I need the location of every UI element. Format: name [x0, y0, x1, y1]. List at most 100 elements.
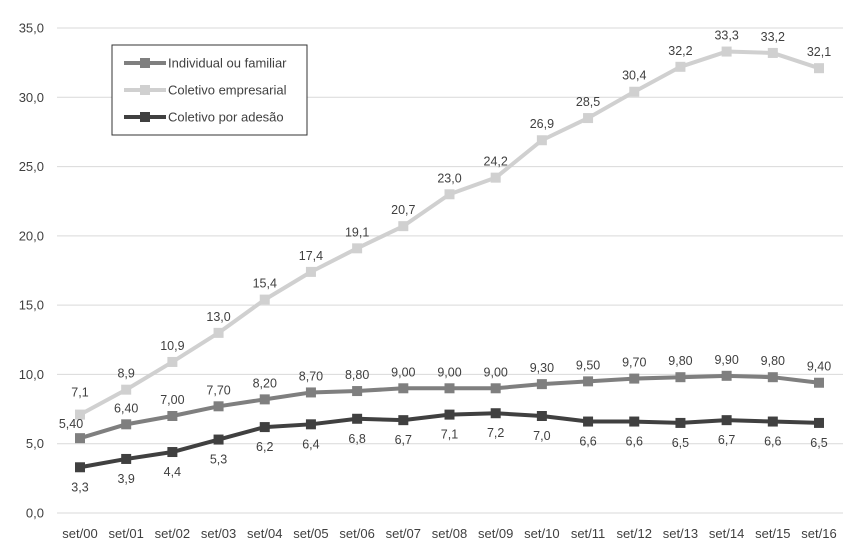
data-label: 8,9	[117, 367, 134, 381]
data-label: 8,70	[299, 369, 323, 383]
series-group	[75, 46, 824, 473]
x-axis: set/00 set/01 set/02 set/03 set/04 set/05 set/…	[62, 526, 836, 541]
data-point	[259, 294, 270, 305]
data-point	[352, 386, 363, 397]
data-label: 6,5	[810, 436, 827, 450]
data-point	[675, 417, 686, 428]
data-point	[675, 372, 686, 383]
legend-swatch-marker	[140, 112, 150, 122]
data-label: 15,4	[253, 277, 277, 291]
data-point	[75, 409, 85, 420]
data-point	[536, 411, 547, 421]
x-tick-label: set/05	[293, 526, 328, 541]
data-label: 33,3	[714, 29, 738, 43]
data-point	[629, 86, 640, 97]
data-point	[121, 384, 132, 395]
data-label: 7,70	[206, 383, 230, 397]
y-tick-label: 35,0	[19, 21, 44, 36]
data-label: 8,20	[253, 376, 277, 390]
data-point	[583, 376, 594, 387]
x-tick-label: set/02	[155, 526, 190, 541]
x-tick-label: set/01	[108, 526, 143, 541]
data-point	[167, 411, 178, 421]
data-label: 7,1	[441, 428, 458, 442]
data-point	[305, 387, 316, 398]
data-label: 6,8	[348, 432, 365, 446]
y-axis: 0,0 5,0 10,0 15,0 20,0 25,0 30,0 35,0	[19, 21, 44, 521]
data-label: 28,5	[576, 95, 600, 109]
data-point	[259, 394, 270, 405]
data-point	[536, 135, 547, 146]
x-tick-label: set/07	[386, 526, 421, 541]
data-label: 19,1	[345, 225, 369, 239]
data-label: 9,00	[437, 365, 461, 379]
data-point	[814, 417, 824, 428]
data-label: 6,7	[395, 433, 412, 447]
data-label: 3,3	[71, 480, 88, 494]
x-tick-label: set/13	[663, 526, 698, 541]
data-label: 6,6	[764, 435, 781, 449]
x-tick-label: set/15	[755, 526, 790, 541]
data-point	[721, 46, 732, 57]
legend-entry-label: Coletivo empresarial	[168, 83, 287, 98]
data-label: 8,80	[345, 368, 369, 382]
y-tick-label: 20,0	[19, 228, 44, 243]
x-tick-label: set/06	[339, 526, 374, 541]
data-point	[767, 47, 778, 58]
data-point	[536, 379, 547, 390]
x-tick-label: set/14	[709, 526, 744, 541]
data-point	[583, 416, 594, 427]
y-tick-label: 30,0	[19, 90, 44, 105]
legend-entry-label: Coletivo por adesão	[168, 110, 284, 125]
data-point	[213, 434, 224, 445]
data-point	[259, 422, 270, 433]
data-label: 13,0	[206, 310, 230, 324]
data-point	[490, 383, 501, 394]
data-point	[767, 372, 778, 383]
data-label: 10,9	[160, 339, 184, 353]
data-point	[352, 413, 363, 424]
data-point	[75, 433, 85, 444]
data-label: 7,00	[160, 393, 184, 407]
data-label: 33,2	[761, 30, 785, 44]
data-point	[121, 453, 132, 464]
data-label: 6,4	[302, 437, 319, 451]
data-label: 6,2	[256, 440, 273, 454]
data-point	[398, 415, 409, 426]
data-label: 17,4	[299, 249, 323, 263]
data-label: 9,40	[807, 360, 831, 374]
data-point	[167, 356, 178, 367]
data-label: 24,2	[484, 155, 508, 169]
legend-swatch-marker	[140, 58, 150, 68]
data-label: 7,0	[533, 429, 550, 443]
data-label: 9,00	[391, 365, 415, 379]
data-label: 9,80	[761, 354, 785, 368]
data-label: 5,3	[210, 453, 227, 467]
data-point	[583, 113, 594, 124]
data-point	[305, 419, 316, 430]
x-tick-label: set/00	[62, 526, 97, 541]
x-tick-label: set/12	[617, 526, 652, 541]
data-point	[721, 370, 732, 381]
data-point	[305, 266, 316, 277]
y-tick-label: 10,0	[19, 367, 44, 382]
data-point	[444, 189, 455, 200]
data-point	[721, 415, 732, 426]
data-label: 4,4	[164, 465, 181, 479]
data-label: 9,90	[714, 353, 738, 367]
data-label: 5,40	[59, 417, 83, 431]
x-tick-label: set/16	[801, 526, 836, 541]
data-label: 23,0	[437, 171, 461, 185]
data-point	[75, 462, 85, 473]
data-point	[213, 327, 224, 338]
data-point	[490, 408, 501, 419]
data-label: 30,4	[622, 69, 646, 83]
y-tick-label: 15,0	[19, 298, 44, 313]
data-label: 6,5	[672, 436, 689, 450]
data-point	[352, 243, 363, 254]
data-point	[444, 383, 455, 394]
data-point	[814, 63, 824, 74]
data-point	[213, 401, 224, 412]
data-label: 6,6	[626, 435, 643, 449]
